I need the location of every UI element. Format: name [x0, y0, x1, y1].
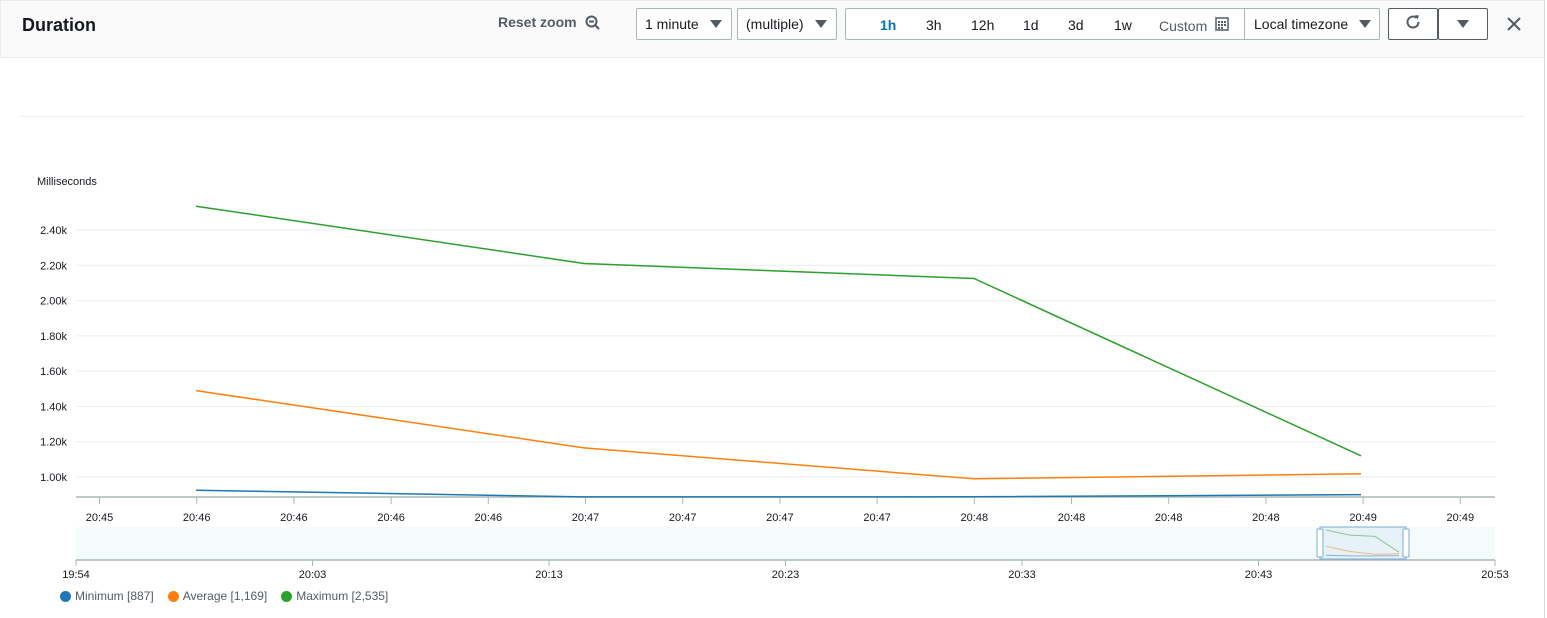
range-option-1h[interactable]: 1h: [880, 17, 897, 33]
range-option-1d[interactable]: 1d: [1023, 17, 1039, 33]
navigator-tick-label: 20:33: [1008, 569, 1036, 581]
legend-label-minimum: Minimum [887]: [75, 589, 154, 603]
divider: [21, 116, 1524, 117]
x-tick-label: 20:49: [1447, 512, 1475, 524]
y-tick-label: 2.20k: [40, 260, 67, 272]
x-tick-label: 20:47: [766, 512, 794, 524]
navigator-handle-right[interactable]: [1402, 528, 1410, 558]
statistic-select-value: (multiple): [746, 16, 804, 32]
x-tick-label: 20:46: [280, 512, 308, 524]
navigator-handle-left[interactable]: [1316, 528, 1324, 558]
range-option-3h[interactable]: 3h: [926, 17, 942, 33]
legend-item-minimum[interactable]: Minimum [887]: [60, 589, 154, 603]
legend-swatch-maximum: [281, 590, 293, 602]
refresh-options-button[interactable]: [1438, 8, 1488, 40]
calendar-icon: [1215, 17, 1229, 34]
time-range-selector: 1h 3h 12h 1d 3d 1w Custom Local timezone: [845, 8, 1380, 40]
x-tick-label: 20:46: [377, 512, 405, 524]
x-tick-label: 20:48: [1058, 512, 1086, 524]
legend-label-maximum: Maximum [2,535]: [296, 589, 389, 603]
custom-range-label: Custom: [1159, 17, 1208, 34]
legend-swatch-minimum: [60, 590, 71, 602]
y-tick-label: 1.20k: [40, 437, 67, 449]
y-tick-label: 1.40k: [40, 401, 67, 413]
navigator-series-maximum: [1325, 529, 1400, 553]
x-tick-label: 20:45: [86, 512, 114, 524]
range-option-12h[interactable]: 12h: [971, 17, 995, 33]
timezone-select-value: Local timezone: [1254, 16, 1349, 32]
y-tick-label: 2.40k: [40, 225, 67, 237]
legend-swatch-average: [167, 590, 179, 602]
chevron-down-icon: [1457, 20, 1469, 28]
y-tick-label: 2.00k: [40, 296, 67, 308]
legend-label-average: Average [1,169]: [182, 589, 268, 603]
zoom-out-icon: [585, 15, 600, 30]
navigator-tick-label: 20:53: [1481, 569, 1509, 581]
range-option-1w[interactable]: 1w: [1114, 17, 1132, 33]
statistic-select[interactable]: (multiple): [737, 8, 837, 40]
navigator-tick-label: 19:54: [62, 569, 90, 581]
navigator-tick-label: 20:03: [299, 569, 327, 581]
y-tick-label: 1.60k: [40, 366, 67, 378]
x-tick-label: 20:47: [669, 512, 697, 524]
x-tick-label: 20:47: [572, 512, 600, 524]
reset-zoom-button[interactable]: Reset zoom: [498, 14, 600, 30]
widget-title: Duration: [22, 15, 96, 35]
chevron-down-icon: [710, 20, 722, 28]
x-tick-label: 20:49: [1349, 512, 1377, 524]
navigator-series-average: [1325, 545, 1400, 555]
refresh-button[interactable]: [1388, 8, 1438, 40]
custom-range-button[interactable]: Custom: [1159, 17, 1229, 34]
x-tick-label: 20:48: [1155, 512, 1183, 524]
navigator-tick-label: 20:23: [772, 569, 800, 581]
reset-zoom-label: Reset zoom: [498, 14, 577, 30]
legend-item-maximum[interactable]: Maximum [2,535]: [281, 589, 388, 603]
x-tick-label: 20:46: [475, 512, 503, 524]
close-icon: [1506, 17, 1522, 36]
refresh-icon: [1404, 13, 1422, 36]
navigator-tick-label: 20:13: [535, 569, 563, 581]
y-axis-label: Milliseconds: [37, 176, 97, 188]
x-tick-label: 20:48: [1252, 512, 1280, 524]
x-tick-label: 20:46: [183, 512, 211, 524]
y-tick-label: 1.80k: [40, 331, 67, 343]
widget-body: [1, 58, 1545, 618]
navigator-series-minimum: [1325, 554, 1400, 557]
navigator-tick-label: 20:43: [1245, 569, 1273, 581]
widget-header: Duration Reset zoom 1 minute (multiple) …: [0, 0, 1545, 58]
x-tick-label: 20:47: [863, 512, 891, 524]
series-line-minimum: [195, 489, 1362, 498]
close-button[interactable]: [1506, 16, 1522, 37]
series-line-maximum: [195, 205, 1362, 457]
x-tick-label: 20:48: [961, 512, 989, 524]
chevron-down-icon: [1359, 20, 1371, 28]
legend-item-average[interactable]: Average [1,169]: [167, 589, 268, 603]
chart-legend: Minimum [887] Average [1,169] Maximum [2…: [60, 589, 402, 603]
series-line-average: [195, 389, 1362, 480]
timezone-select[interactable]: Local timezone: [1244, 8, 1381, 40]
range-option-3d[interactable]: 3d: [1068, 17, 1084, 33]
chevron-down-icon: [815, 20, 827, 28]
navigator-background: [76, 527, 1495, 560]
period-select[interactable]: 1 minute: [636, 8, 732, 40]
period-select-value: 1 minute: [645, 16, 699, 32]
y-tick-label: 1.00k: [40, 472, 67, 484]
